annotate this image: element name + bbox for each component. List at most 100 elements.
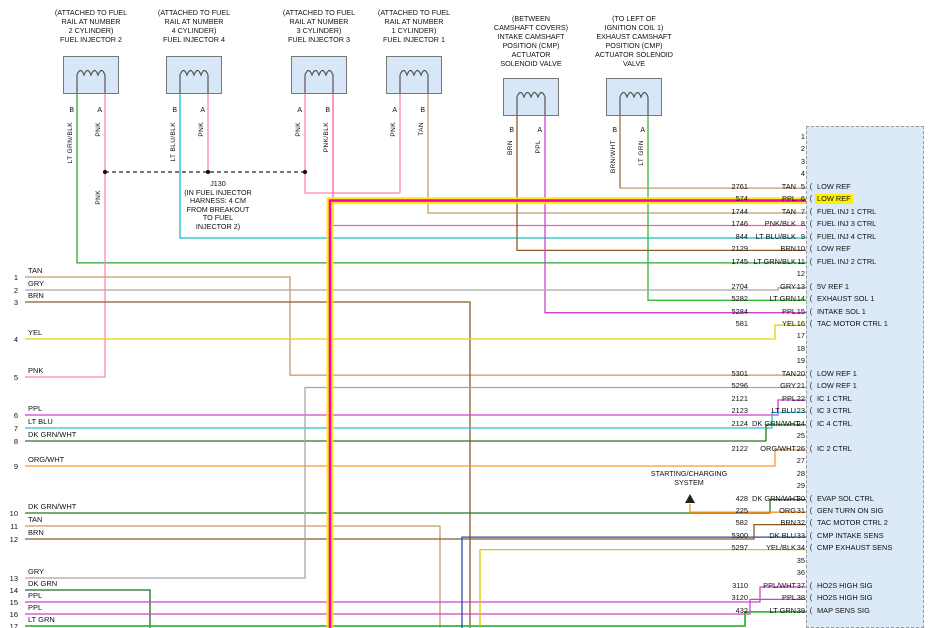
ecm-pin-row[interactable]: 1745 LT GRN/BLK 11 ( FUEL INJ 2 CTRL [640, 257, 925, 270]
ecm-pin-row[interactable]: 27 [640, 456, 925, 469]
ecm-pin-row[interactable]: 25 [640, 431, 925, 444]
wire-fuel-inj-2-ctrl[interactable] [76, 94, 806, 264]
wire-gen-turn-on-sig[interactable] [689, 504, 806, 513]
pin-cavity-mark: ( [809, 605, 813, 615]
wire-fuel-inj-4-ctrl[interactable] [179, 94, 806, 239]
pin-number: 12 [796, 269, 805, 279]
ecm-pin-row[interactable]: 1744 TAN 7 ( FUEL INJ 1 CTRL [640, 207, 925, 220]
wire-ic-2-ctrl[interactable] [25, 449, 806, 467]
ecm-pin-row[interactable]: 428 DK GRN/WHT 30 ( EVAP SOL CTRL [640, 494, 925, 507]
ecm-pin-row[interactable]: 12 [640, 269, 925, 282]
ecm-pin-row[interactable]: 2122 ORG/WHT 26 ( IC 2 CTRL [640, 444, 925, 457]
ecm-pin-row[interactable]: 432 LT GRN 39 ( MAP SENS SIG [640, 606, 925, 619]
component-caption: (TO LEFT OF IGNITION COIL 1) EXHAUST CAM… [594, 14, 673, 68]
wire-low-ref-1-b[interactable] [25, 386, 806, 579]
wire-low-ref-1-a[interactable] [25, 276, 806, 376]
pin-letter: A [200, 107, 205, 114]
ecm-pin-row[interactable]: 2123 LT BLU 23 ( IC 3 CTRL [640, 406, 925, 419]
ecm-pin-row[interactable]: 35 [640, 556, 925, 569]
ecm-pin-row[interactable]: 5296 GRY 21 ( LOW REF 1 [640, 381, 925, 394]
pin-number: 5 [800, 181, 805, 191]
ecm-pin-row[interactable]: 29 [640, 481, 925, 494]
ecm-pin-row[interactable]: 2121 PPL 22 ( IC 1 CTRL [640, 394, 925, 407]
pin-letter: A [297, 107, 302, 114]
wire-intake-sol-ctrl[interactable] [544, 116, 806, 314]
ecm-pin-row[interactable]: 2 [640, 144, 925, 157]
wire-fuel-inj-1-ctrl[interactable] [427, 94, 806, 214]
pin-cavity-mark: ( [809, 231, 813, 241]
component-fuel-injector-4 [166, 56, 222, 94]
wire-evap-sol-ctrl[interactable] [25, 499, 806, 514]
ecm-pin-row[interactable]: 17 [640, 331, 925, 344]
wire-tac-motor-ctrl-1[interactable] [25, 324, 806, 340]
ecm-pin-row[interactable]: 225 ORG 31 ( GEN TURN ON SIG [640, 506, 925, 519]
coil-icon [304, 69, 334, 93]
ecm-pin-row[interactable]: 19 [640, 356, 925, 369]
wire-injector-feed-trunk[interactable] [25, 94, 106, 378]
ecm-pin-row[interactable]: 5300 DK BLU 33 ( CMP INTAKE SENS [640, 531, 925, 544]
ecm-pin-row[interactable]: 574 PPL 6 ( LOW REF [640, 194, 925, 207]
pin-function-label: CMP INTAKE SENS [817, 530, 884, 540]
wire-color-label: DK BLU [769, 530, 796, 540]
pin-number: 29 [796, 481, 805, 491]
ecm-pin-row[interactable]: 5297 YEL/BLK 34 ( CMP EXHAUST SENS [640, 543, 925, 556]
wire-5v-ref-1[interactable] [25, 287, 806, 291]
ecm-pin-row[interactable]: 5284 PPL 15 ( INTAKE SOL 1 [640, 307, 925, 320]
ecm-pin-row[interactable]: 28 [640, 469, 925, 482]
left-pin-number: 16 [9, 610, 18, 619]
pin-number: 11 [797, 256, 805, 266]
starting-charging-label: STARTING/CHARGING SYSTEM [650, 469, 728, 487]
pin-cavity-mark: ( [809, 518, 813, 528]
pin-number: 24 [796, 418, 805, 428]
ecm-pin-row[interactable]: 36 [640, 568, 925, 581]
pin-function-label: IC 1 CTRL [817, 393, 852, 403]
wire-tac-motor-ctrl-2[interactable] [25, 523, 806, 540]
wire-ic-4-ctrl[interactable] [25, 424, 806, 442]
pin-cavity-mark: ( [809, 194, 813, 204]
wire-cmp-exhaust-sens[interactable] [479, 548, 806, 628]
ecm-pin-row[interactable]: 4 [640, 169, 925, 182]
left-pin-number: 3 [13, 298, 18, 307]
wire-brn-offpage[interactable] [25, 301, 471, 628]
ecm-pin-row[interactable]: 3 [640, 157, 925, 170]
ecm-pin-row[interactable]: 2129 BRN 10 ( LOW REF [640, 244, 925, 257]
pin-number: 17 [796, 331, 805, 341]
wire-ho2s-high-sig-2[interactable] [25, 598, 806, 615]
wire-color-label: TAN [781, 206, 796, 216]
wire-dk-grn-offpage[interactable] [25, 589, 151, 628]
left-pin-number: 1 [13, 273, 18, 282]
ecm-pin-row[interactable]: 2761 TAN 5 ( LOW REF [640, 182, 925, 195]
pin-number: 39 [796, 605, 805, 615]
wire-ic-3-ctrl[interactable] [25, 411, 806, 429]
ecm-pin-row[interactable]: 1746 PNK/BLK 8 ( FUEL INJ 3 CTRL [640, 219, 925, 232]
pin-letter: A [640, 127, 645, 134]
wire-intake-cmp-low-ref[interactable] [516, 116, 806, 252]
ecm-pin-row[interactable]: 3110 PPL/WHT 37 ( HO2S HIGH SIG [640, 581, 925, 594]
pin-number: 30 [796, 493, 805, 503]
wire-cmp-intake-sens[interactable] [461, 536, 806, 628]
splice-dot [205, 169, 211, 175]
ecm-pin-row[interactable]: 582 BRN 32 ( TAC MOTOR CTRL 2 [640, 518, 925, 531]
wire-ho2s-high-sig-1[interactable] [25, 586, 806, 603]
ecm-pin-row[interactable]: 3120 PPL 38 ( HO2S HIGH SIG [640, 593, 925, 606]
ecm-pin-row[interactable]: 2704 GRY 13 ( 5V REF 1 [640, 282, 925, 295]
ecm-pin-row[interactable]: 844 LT BLU/BLK 9 ( FUEL INJ 4 CTRL [640, 232, 925, 245]
ecm-pin-row[interactable]: 581 YEL 16 ( TAC MOTOR CTRL 1 [640, 319, 925, 332]
wire-low-ref-highlighted[interactable] [328, 199, 806, 628]
component-fuel-injector-1 [386, 56, 442, 94]
ecm-pin-row[interactable]: 2124 DK GRN/WHT 24 ( IC 4 CTRL [640, 419, 925, 432]
wire-exhaust-sol-ctrl[interactable] [647, 116, 806, 301]
wire-map-sens-sig[interactable] [25, 611, 806, 627]
circuit-number: 844 [735, 231, 748, 241]
pin-function-label: FUEL INJ 3 CTRL [817, 219, 877, 229]
ecm-pin-row[interactable]: 5282 LT GRN 14 ( EXHAUST SOL 1 [640, 294, 925, 307]
pin-function-label: FUEL INJ 2 CTRL [817, 256, 877, 266]
circuit-number: 5301 [731, 368, 748, 378]
ecm-pin-row[interactable]: 5301 TAN 20 ( LOW REF 1 [640, 369, 925, 382]
ecm-pin-row[interactable]: 1 [640, 132, 925, 145]
ecm-pin-row[interactable]: 18 [640, 344, 925, 357]
wire-inj3-feed[interactable] [304, 94, 400, 194]
wire-ic-1-ctrl[interactable] [25, 399, 806, 416]
left-wire-label: GRY [28, 279, 45, 288]
wire-tan-offpage[interactable] [25, 525, 441, 628]
